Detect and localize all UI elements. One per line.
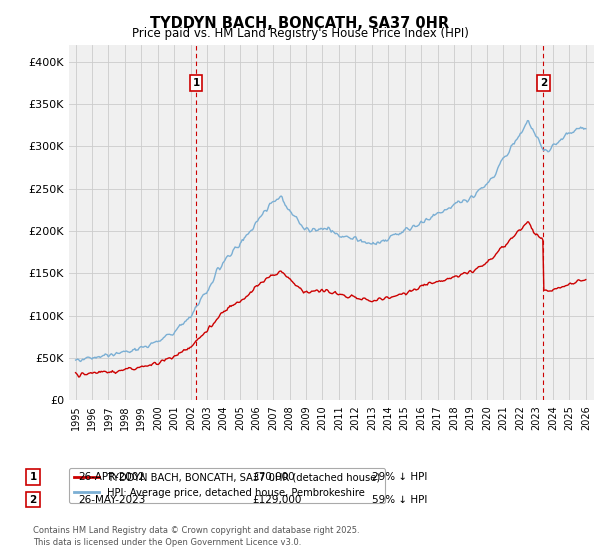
Text: 1: 1 — [29, 472, 37, 482]
Text: This data is licensed under the Open Government Licence v3.0.: This data is licensed under the Open Gov… — [33, 538, 301, 547]
Text: 2: 2 — [29, 494, 37, 505]
Text: Price paid vs. HM Land Registry's House Price Index (HPI): Price paid vs. HM Land Registry's House … — [131, 27, 469, 40]
Text: Contains HM Land Registry data © Crown copyright and database right 2025.: Contains HM Land Registry data © Crown c… — [33, 526, 359, 535]
Text: TYDDYN BACH, BONCATH, SA37 0HR: TYDDYN BACH, BONCATH, SA37 0HR — [151, 16, 449, 31]
Text: 26-MAY-2023: 26-MAY-2023 — [78, 494, 145, 505]
Legend: TYDDYN BACH, BONCATH, SA37 0HR (detached house), HPI: Average price, detached ho: TYDDYN BACH, BONCATH, SA37 0HR (detached… — [69, 468, 385, 503]
Text: 29% ↓ HPI: 29% ↓ HPI — [372, 472, 427, 482]
Text: 59% ↓ HPI: 59% ↓ HPI — [372, 494, 427, 505]
Text: £70,000: £70,000 — [252, 472, 295, 482]
Text: 26-APR-2002: 26-APR-2002 — [78, 472, 145, 482]
Text: £129,000: £129,000 — [252, 494, 301, 505]
Text: 1: 1 — [193, 78, 200, 88]
Text: 2: 2 — [539, 78, 547, 88]
